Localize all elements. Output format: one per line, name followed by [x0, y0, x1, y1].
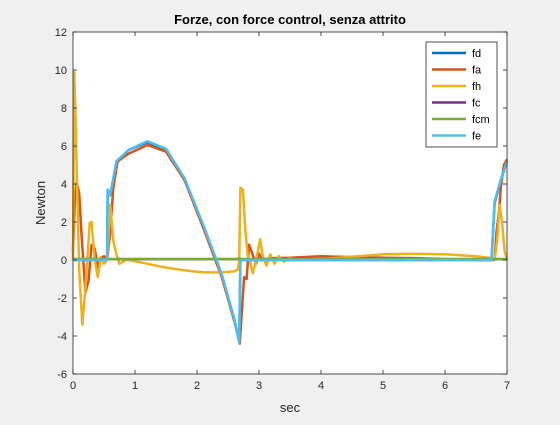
x-tick-label: 0	[70, 380, 76, 392]
y-tick-label: 10	[55, 65, 67, 77]
y-tick-label: -2	[57, 293, 67, 305]
y-tick-label: -6	[57, 369, 67, 381]
y-tick-label: 6	[61, 141, 67, 153]
chart-title: Forze, con force control, senza attrito	[174, 12, 406, 27]
legend-label-fa: fa	[472, 65, 482, 77]
x-tick-label: 2	[194, 380, 200, 392]
x-tick-label: 3	[256, 380, 262, 392]
y-tick-label: 4	[61, 179, 67, 191]
x-tick-label: 1	[132, 380, 138, 392]
y-tick-label: 2	[61, 217, 67, 229]
legend-label-fe: fe	[472, 131, 481, 143]
y-tick-label: 8	[61, 103, 67, 115]
legend-label-fd: fd	[472, 48, 481, 60]
x-tick-label: 5	[380, 380, 386, 392]
y-tick-label: -4	[57, 331, 67, 343]
legend-label-fc: fc	[472, 98, 481, 110]
legend-label-fh: fh	[472, 81, 481, 93]
legend-box	[426, 42, 497, 147]
legend-label-fcm: fcm	[472, 114, 490, 126]
x-tick-label: 4	[318, 380, 324, 392]
legend: fd fa fh fc fcm fe	[426, 42, 497, 147]
x-tick-label: 6	[442, 380, 448, 392]
x-tick-label: 7	[504, 380, 510, 392]
y-axis-label: Newton	[33, 181, 48, 225]
y-tick-label: 12	[55, 27, 67, 39]
y-tick-label: 0	[61, 255, 67, 267]
x-axis-label: sec	[280, 400, 301, 415]
